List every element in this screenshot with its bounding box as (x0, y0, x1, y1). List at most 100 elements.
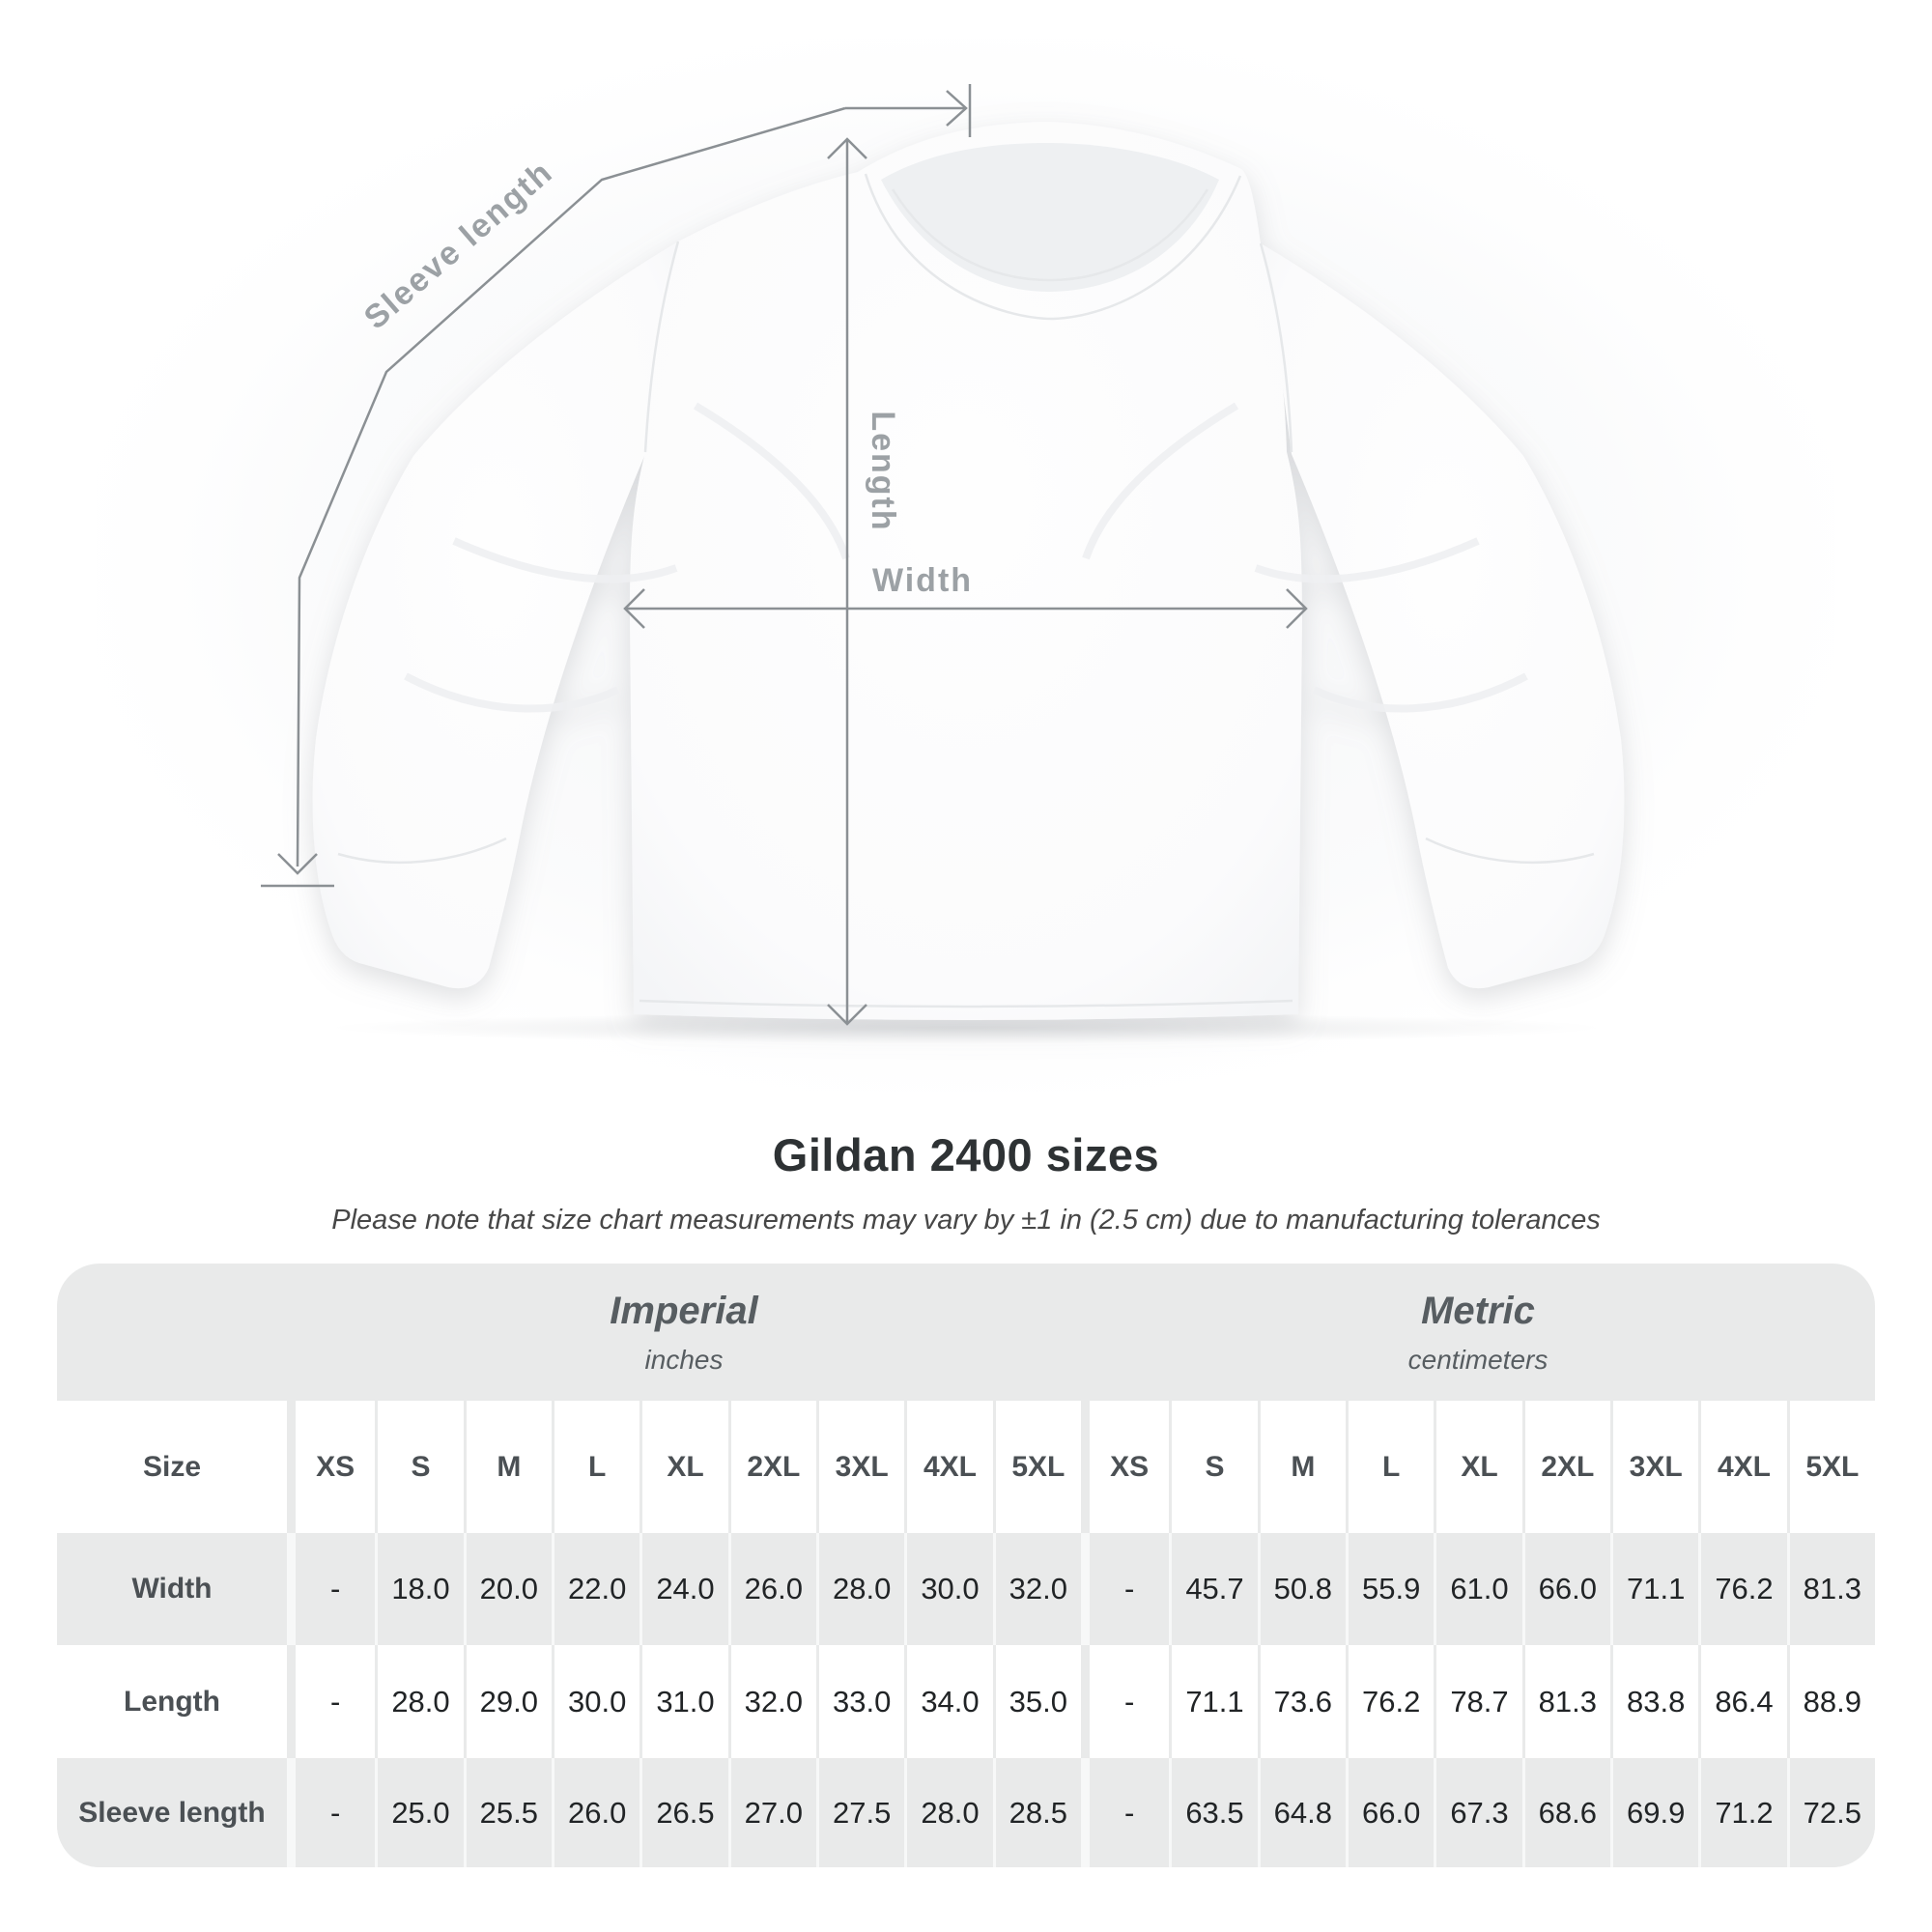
shirt-illustration (312, 122, 1625, 1020)
width-arrow-left-icon (623, 588, 645, 629)
fold-line (1254, 537, 1480, 583)
unit-group-unit: inches (644, 1344, 724, 1375)
unit-group-metric: Metric centimeters (1081, 1264, 1875, 1401)
size-header-cell: M (1257, 1401, 1346, 1533)
measurement-value: 81.3 (1521, 1645, 1610, 1758)
heading-block: Gildan 2400 sizes Please note that size … (0, 1128, 1932, 1236)
size-header-cell: L (552, 1401, 640, 1533)
measurement-value: 20.0 (463, 1533, 552, 1645)
length-arrow-down-icon (827, 1004, 867, 1026)
measurement-value: 35.0 (992, 1645, 1081, 1758)
right-cuff-seam (1425, 837, 1595, 865)
left-cuff-seam (337, 837, 507, 865)
size-header-cell: M (463, 1401, 552, 1533)
size-header-cell: XS (1081, 1401, 1170, 1533)
measurement-value: 30.0 (904, 1533, 993, 1645)
size-header-cell: 4XL (904, 1401, 993, 1533)
measurement-value: 30.0 (552, 1645, 640, 1758)
fold-line (452, 537, 678, 583)
unit-group-unit: centimeters (1407, 1344, 1548, 1375)
size-header-cell: XL (1434, 1401, 1522, 1533)
measurement-value: 61.0 (1434, 1533, 1522, 1645)
measurement-value: 68.6 (1521, 1758, 1610, 1867)
measurement-value: 66.0 (1521, 1533, 1610, 1645)
measurement-value: 83.8 (1610, 1645, 1699, 1758)
measurement-value: 29.0 (463, 1645, 552, 1758)
size-header-cell: XS (287, 1401, 376, 1533)
length-arrow-up-icon (827, 137, 867, 159)
measurement-value: 25.0 (375, 1758, 464, 1867)
fold-line (404, 672, 620, 713)
measurement-value: 50.8 (1257, 1533, 1346, 1645)
left-armhole-seam (643, 241, 680, 453)
measurement-value: 73.6 (1257, 1645, 1346, 1758)
measurement-value: 81.3 (1786, 1533, 1875, 1645)
measurement-value: 28.5 (992, 1758, 1081, 1867)
collar-opening (881, 143, 1219, 292)
size-header-cell: S (1169, 1401, 1258, 1533)
size-header-cell: L (1346, 1401, 1435, 1533)
measurement-label: Sleeve length (57, 1758, 287, 1867)
measurement-value: 71.2 (1698, 1758, 1787, 1867)
measurement-label: Length (57, 1645, 287, 1758)
measurement-value: 27.5 (816, 1758, 905, 1867)
tolerance-note: Please note that size chart measurements… (331, 1205, 1601, 1236)
length-label: Length (865, 411, 901, 531)
measurement-value: 66.0 (1346, 1758, 1435, 1867)
fold-line (693, 402, 850, 560)
unit-group-name: Imperial (610, 1289, 758, 1332)
measurement-value: 72.5 (1786, 1758, 1875, 1867)
measurement-value: 64.8 (1257, 1758, 1346, 1867)
measurement-value: 31.0 (639, 1645, 728, 1758)
unit-group-name: Metric (1421, 1289, 1535, 1332)
size-header-cell: XL (639, 1401, 728, 1533)
size-header-cell: S (375, 1401, 464, 1533)
fold-line (1312, 672, 1528, 713)
shirt-body (630, 122, 1302, 1020)
measurement-value: 32.0 (727, 1645, 816, 1758)
measurement-value: 28.0 (816, 1533, 905, 1645)
shirt-measurement-diagram: Sleeve length Length Width (97, 39, 1835, 1092)
measurement-value: 88.9 (1786, 1645, 1875, 1758)
size-col-header: Size (57, 1401, 287, 1533)
size-table: Imperial inches Metric centimeters Size XS S M L… (57, 1264, 1875, 1867)
measurement-value: 69.9 (1610, 1758, 1699, 1867)
measurement-value: - (1081, 1758, 1170, 1867)
collar-rib-seam (864, 173, 1242, 321)
measurement-value: 76.2 (1346, 1645, 1435, 1758)
measurement-value: 32.0 (992, 1533, 1081, 1645)
sleeve-length-line (296, 106, 846, 867)
measurement-value: - (287, 1645, 376, 1758)
measurement-value: 27.0 (727, 1758, 816, 1867)
right-armhole-seam (1259, 242, 1293, 453)
left-sleeve (312, 242, 678, 989)
measurement-value: 71.1 (1610, 1533, 1699, 1645)
measurement-value: 24.0 (639, 1533, 728, 1645)
size-header-cell: 5XL (992, 1401, 1081, 1533)
unit-group-imperial: Imperial inches (287, 1264, 1081, 1401)
width-label: Width (872, 562, 973, 599)
measurement-value: 26.0 (727, 1533, 816, 1645)
measurement-value: 76.2 (1698, 1533, 1787, 1645)
hem-seam (639, 999, 1293, 1009)
measurement-value: 18.0 (375, 1533, 464, 1645)
fold-line (1082, 402, 1239, 560)
measurement-value: 33.0 (816, 1645, 905, 1758)
measurement-value: 71.1 (1169, 1645, 1258, 1758)
size-header-cell: 3XL (1610, 1401, 1699, 1533)
measurement-value: 22.0 (552, 1533, 640, 1645)
measurement-value: 55.9 (1346, 1533, 1435, 1645)
measurement-value: - (287, 1533, 376, 1645)
size-header-cell: 5XL (1786, 1401, 1875, 1533)
measurement-value: 26.0 (552, 1758, 640, 1867)
measurement-value: 28.0 (375, 1645, 464, 1758)
right-sleeve (1261, 243, 1625, 989)
measurement-value: 28.0 (904, 1758, 993, 1867)
measurement-value: - (1081, 1533, 1170, 1645)
page-title: Gildan 2400 sizes (772, 1129, 1160, 1180)
width-arrow-right-icon (1286, 588, 1308, 629)
size-header-cell: 4XL (1698, 1401, 1787, 1533)
measurement-value: 34.0 (904, 1645, 993, 1758)
measurement-value: 67.3 (1434, 1758, 1522, 1867)
